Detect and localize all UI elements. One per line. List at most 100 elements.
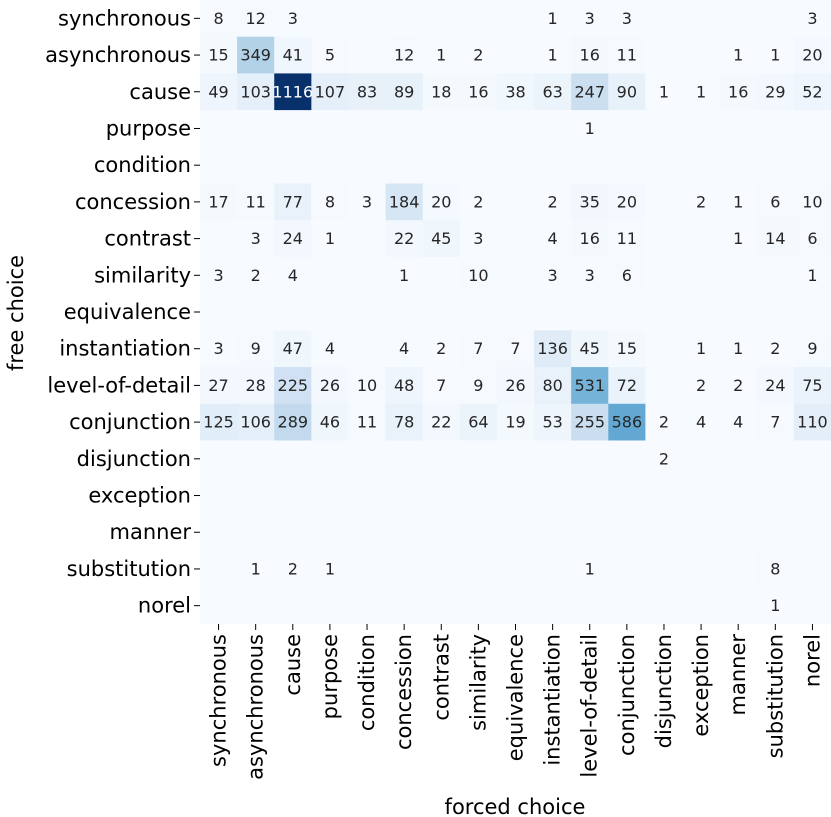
- cell-value-label: 29: [765, 82, 785, 101]
- heatmap-cell: [645, 440, 684, 478]
- heatmap-cell: [459, 0, 498, 38]
- cell-value-label: 4: [325, 339, 335, 358]
- cell-value-label: 10: [468, 266, 488, 285]
- heatmap-cell: [459, 256, 498, 295]
- y-tick-label: asynchronous: [45, 43, 191, 67]
- heatmap-cell: [348, 256, 387, 295]
- heatmap-cell: [348, 367, 387, 405]
- heatmap-cell: [645, 550, 684, 588]
- heatmap-cell: [385, 587, 424, 625]
- y-axis-title: free choice: [4, 255, 28, 371]
- heatmap-cell: [645, 0, 684, 38]
- heatmap-cell: [385, 73, 424, 111]
- heatmap-cell: [422, 293, 461, 331]
- cell-value-label: 63: [542, 82, 562, 101]
- heatmap-cell: [793, 587, 831, 625]
- heatmap-cell: [348, 146, 387, 185]
- heatmap-cell: [237, 440, 275, 478]
- heatmap-cell: [348, 293, 387, 331]
- cell-value-label: 18: [431, 82, 451, 101]
- cell-value-label: 19: [505, 413, 525, 432]
- heatmap-cell: [496, 293, 535, 331]
- cell-value-label: 2: [696, 376, 706, 395]
- heatmap-cell: [608, 330, 646, 368]
- heatmap-cell: [793, 550, 831, 588]
- cell-value-label: 1: [733, 46, 743, 65]
- heatmap-cell: [682, 293, 721, 331]
- heatmap-cell: [793, 73, 831, 111]
- x-tick-label: manner: [726, 634, 750, 716]
- heatmap-cell: [756, 293, 795, 331]
- heatmap-cell: [237, 513, 275, 552]
- cell-value-label: 2: [659, 449, 669, 468]
- heatmap-cell: [200, 73, 238, 111]
- heatmap-cell: [237, 330, 275, 368]
- heatmap-cell: [237, 36, 275, 74]
- heatmap-cell: [534, 36, 572, 74]
- heatmap-cell: [274, 36, 312, 74]
- heatmap-cell: [385, 403, 424, 441]
- heatmap-cell: [459, 146, 498, 185]
- heatmap-cell: [571, 293, 609, 331]
- heatmap-cell: [311, 110, 349, 148]
- cell-value-label: 6: [807, 229, 817, 248]
- heatmap-cell: [311, 36, 349, 74]
- cell-value-label: 8: [770, 559, 780, 578]
- heatmap-cell: [645, 403, 684, 441]
- cell-value-label: 1: [807, 266, 817, 285]
- heatmap-cell: [348, 440, 387, 478]
- heatmap-cell: [608, 220, 646, 258]
- cell-value-label: 7: [436, 376, 446, 395]
- heatmap-cell: [348, 110, 387, 148]
- x-tick-label: disjunction: [652, 634, 676, 748]
- heatmap-cell: [237, 293, 275, 331]
- heatmap-cell: [385, 367, 424, 405]
- cell-value-label: 2: [473, 192, 483, 211]
- heatmap-cell: [274, 587, 312, 625]
- heatmap-cell: [682, 440, 721, 478]
- cell-value-label: 2: [436, 339, 446, 358]
- heatmap-cell: [682, 550, 721, 588]
- heatmap-cell: [311, 73, 349, 111]
- cell-value-label: 10: [357, 376, 377, 395]
- cell-value-label: 47: [283, 339, 303, 358]
- heatmap-cell: [274, 367, 312, 405]
- cell-value-label: 107: [315, 82, 346, 101]
- cell-value-label: 7: [770, 413, 780, 432]
- heatmap-cell: [608, 293, 646, 331]
- heatmap-cell: [756, 36, 795, 74]
- cell-value-label: 184: [389, 192, 420, 211]
- cell-value-label: 3: [548, 266, 558, 285]
- x-tick-label: instantiation: [541, 634, 565, 766]
- heatmap-cell: [719, 293, 758, 331]
- heatmap-cell: [645, 587, 684, 625]
- heatmap-cell: [645, 477, 684, 515]
- heatmap-cell: [200, 110, 238, 148]
- heatmap-cell: [608, 0, 646, 38]
- heatmap-cell: [459, 330, 498, 368]
- heatmap-cell: [682, 330, 721, 368]
- cell-value-label: 1: [251, 559, 261, 578]
- heatmap-cell: [496, 477, 535, 515]
- heatmap-cell: [200, 293, 238, 331]
- heatmap-cell: [571, 183, 609, 221]
- cell-value-label: 3: [288, 9, 298, 28]
- cell-value-label: 24: [283, 229, 303, 248]
- heatmap-cell: [385, 36, 424, 74]
- cell-value-label: 90: [617, 82, 637, 101]
- heatmap-cell: [311, 477, 349, 515]
- heatmap-cell: [237, 403, 275, 441]
- heatmap-cell: [719, 513, 758, 552]
- cell-value-label: 38: [505, 82, 525, 101]
- cell-value-label: 3: [807, 9, 817, 28]
- heatmap-cell: [756, 513, 795, 552]
- heatmap-cell: [719, 183, 758, 221]
- heatmap-cell: [682, 256, 721, 295]
- cell-value-label: 531: [574, 376, 605, 395]
- cell-value-label: 3: [473, 229, 483, 248]
- heatmap-cell: [348, 550, 387, 588]
- heatmap-cell: [422, 73, 461, 111]
- cell-value-label: 12: [245, 9, 265, 28]
- x-axis-title: forced choice: [445, 795, 586, 817]
